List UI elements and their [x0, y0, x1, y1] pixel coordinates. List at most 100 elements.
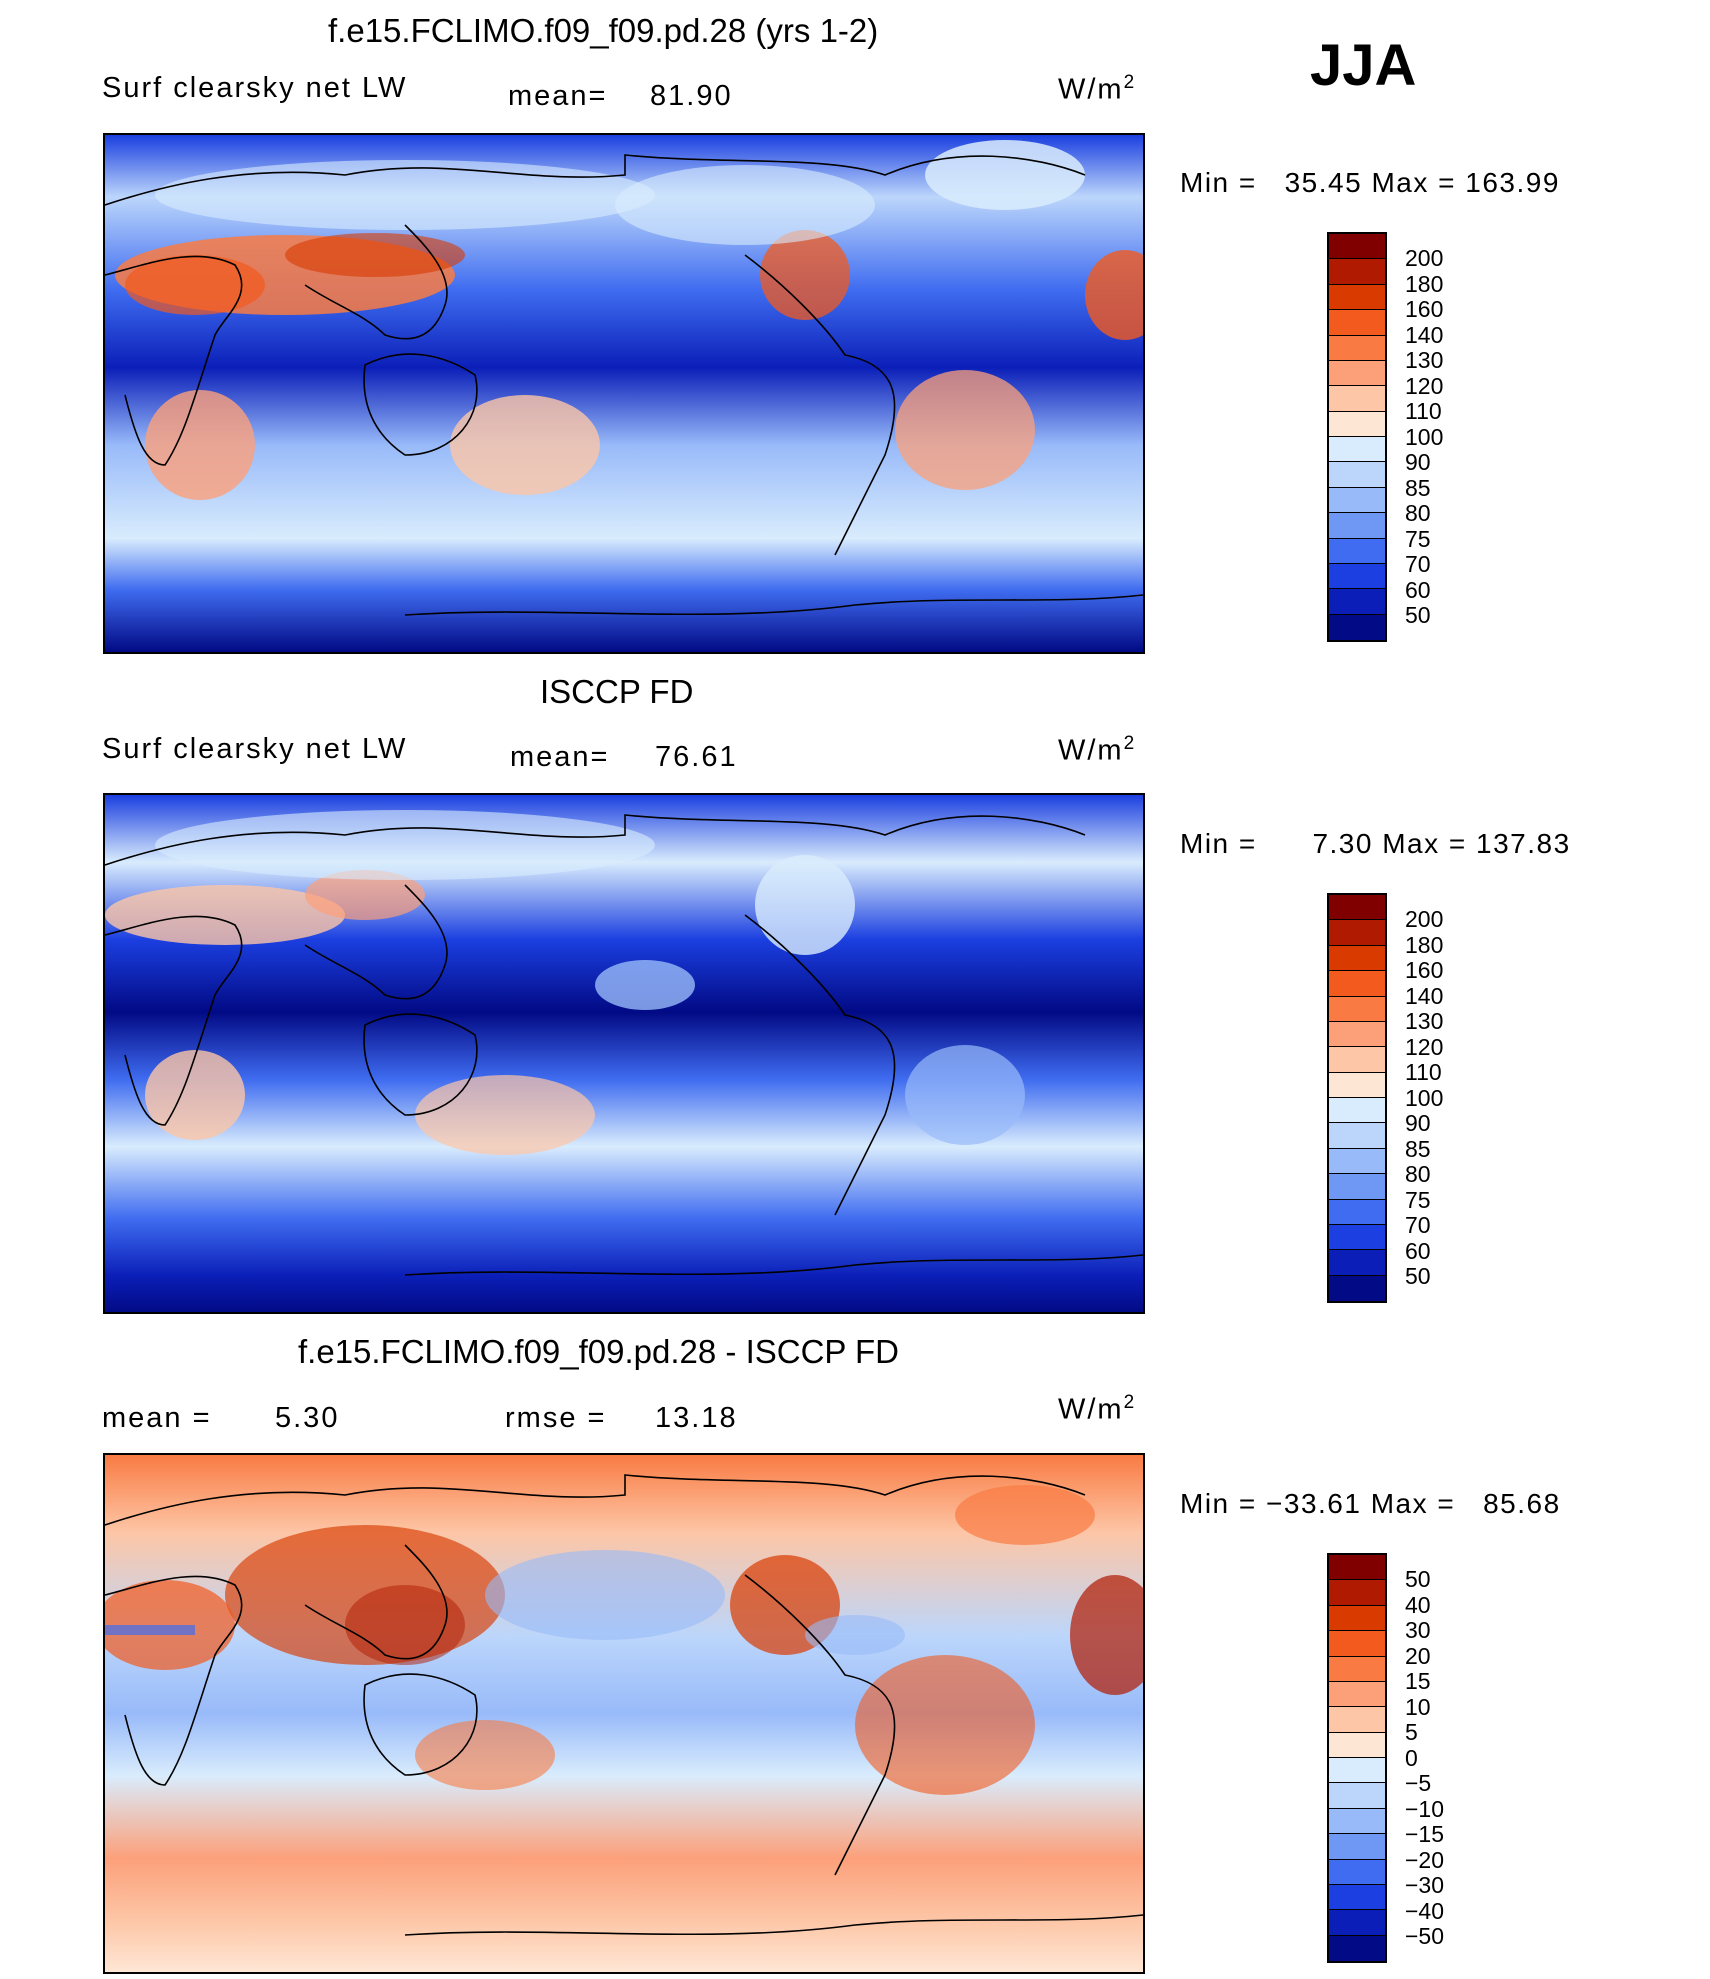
- colorbar-swatch: [1329, 538, 1385, 564]
- colorbar-swatch: [1329, 1021, 1385, 1048]
- colorbar-swatch: [1329, 411, 1385, 437]
- colorbar-tick-label: 70: [1405, 551, 1431, 577]
- colorbar-tick-label: −15: [1405, 1821, 1445, 1847]
- colorbar-swatch: [1329, 1047, 1385, 1073]
- colorbar-tick-label: −50: [1405, 1923, 1445, 1949]
- colorbar-swatch: [1329, 1834, 1385, 1860]
- panel2-min-value: 7.30: [1312, 828, 1373, 859]
- colorbar-tick-label: 85: [1405, 474, 1431, 501]
- colorbar-swatch: [1329, 284, 1385, 311]
- colorbar-tick-label: 50: [1405, 1263, 1431, 1289]
- panel2-mean-label: mean=: [510, 741, 610, 773]
- colorbar-tick-label: 50: [1405, 1566, 1431, 1592]
- colorbar-swatch: [1329, 1758, 1385, 1784]
- colorbar-swatch: [1329, 437, 1385, 463]
- colorbar-tick-label: 110: [1405, 1059, 1442, 1085]
- colorbar-tick-label: 40: [1405, 1591, 1431, 1618]
- panel3-mean-value: 5.30: [275, 1402, 340, 1434]
- panel1-min-value: 35.45: [1284, 167, 1363, 198]
- colorbar-swatch: [1329, 920, 1385, 946]
- panel3-units: W/m2: [1058, 1392, 1137, 1426]
- panel2-colorbar-labels: 200 180 160 140 130 120 110 100 90 85 80 75 70 60 50: [1405, 906, 1444, 1290]
- colorbar-swatch: [1329, 589, 1385, 615]
- colorbar-swatch: [1329, 1656, 1385, 1682]
- colorbar-swatch: [1329, 1605, 1385, 1632]
- colorbar-tick-label: 70: [1405, 1212, 1431, 1238]
- colorbar-swatch: [1329, 1859, 1385, 1885]
- colorbar-tick-label: 160: [1405, 296, 1444, 322]
- colorbar-swatch: [1329, 1098, 1385, 1124]
- colorbar-tick-label: 130: [1405, 1008, 1444, 1034]
- colorbar-swatch: [1329, 1884, 1385, 1911]
- colorbar-tick-label: 120: [1405, 1033, 1444, 1060]
- colorbar-tick-label: 75: [1405, 525, 1431, 552]
- panel3-colorbar-labels: 50 40 30 20 15 10 5 0 −5 −10 −15 −20 −30 −40 −50: [1405, 1566, 1445, 1950]
- colorbar-tick-label: 5: [1405, 1719, 1418, 1745]
- colorbar-tick-label: 80: [1405, 1161, 1431, 1187]
- colorbar-tick-label: 90: [1405, 1110, 1431, 1136]
- panel1-variable-label: Surf clearsky net LW: [102, 72, 408, 104]
- panel2-units: W/m2: [1058, 733, 1137, 767]
- panel3-colorbar: [1327, 1553, 1387, 1963]
- colorbar-swatch: [1329, 234, 1385, 260]
- colorbar-swatch: [1329, 1250, 1385, 1276]
- colorbar-swatch: [1329, 1174, 1385, 1200]
- colorbar-tick-label: 120: [1405, 372, 1444, 399]
- colorbar-tick-label: −20: [1405, 1846, 1445, 1873]
- colorbar-tick-label: −30: [1405, 1872, 1445, 1898]
- panel3-minmax: Min = −33.61 Max = 85.68: [1180, 1488, 1561, 1519]
- colorbar-swatch: [1329, 259, 1385, 285]
- colorbar-swatch: [1329, 1631, 1385, 1657]
- colorbar-tick-label: 160: [1405, 957, 1444, 983]
- colorbar-tick-label: 180: [1405, 931, 1444, 958]
- colorbar-swatch: [1329, 386, 1385, 412]
- panel2-variable-label: Surf clearsky net LW: [102, 733, 408, 765]
- colorbar-swatch: [1329, 563, 1385, 590]
- colorbar-swatch: [1329, 1808, 1385, 1835]
- panel1-map-field: [105, 135, 1143, 652]
- panel1-colorbar-labels: 200 180 160 140 130 120 110 100 90 85 80 75 70 60 50: [1405, 245, 1444, 629]
- colorbar-tick-label: 80: [1405, 500, 1431, 526]
- colorbar-swatch: [1329, 1935, 1385, 1961]
- colorbar-swatch: [1329, 971, 1385, 997]
- colorbar-swatch: [1329, 1707, 1385, 1733]
- colorbar-swatch: [1329, 1555, 1385, 1581]
- panel3-map-field: [105, 1455, 1143, 1972]
- colorbar-tick-label: 90: [1405, 449, 1431, 475]
- colorbar-tick-label: 0: [1405, 1744, 1418, 1771]
- colorbar-tick-label: 60: [1405, 576, 1431, 603]
- panel3-max-value: 85.68: [1483, 1488, 1561, 1519]
- colorbar-swatch: [1329, 513, 1385, 539]
- colorbar-swatch: [1329, 360, 1385, 387]
- panel1-max-value: 163.99: [1465, 167, 1560, 198]
- colorbar-swatch: [1329, 1123, 1385, 1149]
- panel1-title: f.e15.FCLIMO.f09_f09.pd.28 (yrs 1-2): [328, 12, 879, 49]
- panel2-mean-value: 76.61: [655, 741, 738, 773]
- colorbar-tick-label: −5: [1405, 1770, 1432, 1796]
- colorbar-tick-label: −40: [1405, 1897, 1445, 1924]
- panel1-map: [103, 133, 1145, 654]
- colorbar-tick-label: 10: [1405, 1693, 1431, 1720]
- colorbar-swatch: [1329, 1148, 1385, 1175]
- colorbar-swatch: [1329, 996, 1385, 1022]
- colorbar-swatch: [1329, 1275, 1385, 1301]
- colorbar-tick-label: 60: [1405, 1237, 1431, 1264]
- colorbar-tick-label: 75: [1405, 1186, 1431, 1213]
- panel1-colorbar: [1327, 232, 1387, 642]
- panel2-minmax: Min = 7.30 Max = 137.83: [1180, 828, 1571, 859]
- colorbar-tick-label: 200: [1405, 245, 1444, 271]
- panel2-map: [103, 793, 1145, 1314]
- colorbar-swatch: [1329, 945, 1385, 972]
- panel2-map-field: [105, 795, 1143, 1312]
- colorbar-tick-label: 100: [1405, 1084, 1444, 1111]
- colorbar-tick-label: 20: [1405, 1642, 1431, 1669]
- colorbar-swatch: [1329, 1580, 1385, 1606]
- panel1-mean-value: 81.90: [650, 80, 733, 112]
- colorbar-swatch: [1329, 614, 1385, 640]
- panel3-map: [103, 1453, 1145, 1974]
- panel3-rmse-value: 13.18: [655, 1402, 738, 1434]
- colorbar-tick-label: 110: [1405, 398, 1442, 424]
- panel3-rmse-label: rmse =: [505, 1402, 607, 1434]
- colorbar-tick-label: −10: [1405, 1795, 1445, 1822]
- colorbar-tick-label: 130: [1405, 347, 1444, 373]
